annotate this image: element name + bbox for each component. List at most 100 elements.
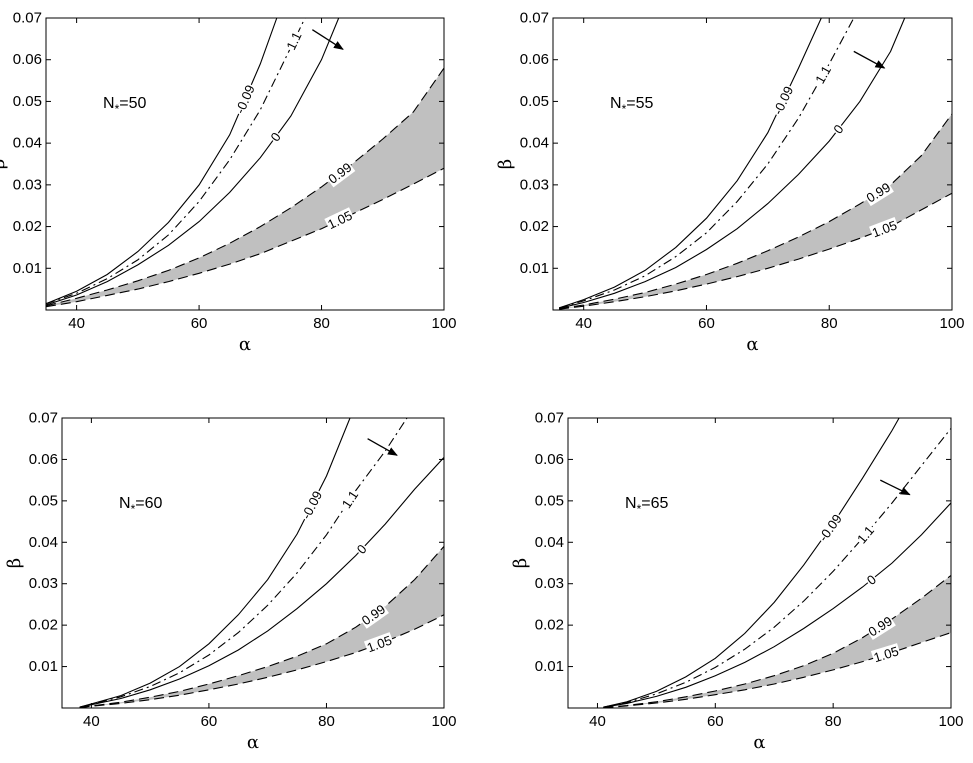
panel-annotation: N*=65 (625, 495, 668, 516)
y-tick-label: 0.02 (13, 218, 42, 235)
curve-1p05 (46, 167, 444, 308)
annotation-subscript: * (622, 102, 627, 116)
plot-area (46, 18, 444, 308)
contour-label: 1.1 (283, 29, 304, 52)
shaded-region (79, 546, 444, 708)
y-tick-label: 0.06 (13, 51, 42, 68)
direction-arrow (853, 50, 886, 69)
shaded-region (46, 68, 444, 307)
curve-neg0p09 (46, 18, 278, 305)
contour-label: 1.1 (854, 523, 877, 546)
panel-annotation: N*=50 (103, 95, 146, 116)
contour-label: -0.09 (770, 84, 796, 117)
y-axis-label: β (495, 159, 516, 169)
axes-frame (61, 417, 445, 709)
y-tick-label: 0.07 (13, 10, 42, 27)
y-tick-label: 0.03 (535, 575, 564, 592)
curve-neg0p09 (603, 418, 900, 708)
annotation-symbol: N (119, 495, 131, 512)
y-tick-label: 0.05 (29, 492, 58, 509)
y-tick-label: 0.03 (520, 176, 549, 193)
contour-label: 1.1 (812, 63, 834, 86)
x-tick-label: 40 (83, 713, 100, 730)
annotation-subscript: * (637, 502, 642, 516)
curve-0p99 (603, 574, 951, 708)
axes-frame (567, 417, 952, 709)
panel-annotation: N*=55 (610, 95, 653, 116)
x-tick-label: 40 (68, 315, 85, 332)
y-tick-label: 0.05 (535, 492, 564, 509)
y-tick-label: 0.06 (29, 451, 58, 468)
curve-1p1 (79, 418, 408, 708)
x-tick-label: 40 (575, 315, 592, 332)
y-axis-label: β (0, 159, 9, 169)
shaded-region (559, 113, 952, 310)
axes-frame (552, 17, 953, 311)
y-tick-label: 0.04 (29, 534, 58, 551)
x-tick-label: 80 (821, 315, 838, 332)
x-tick-label: 60 (707, 713, 724, 730)
y-tick-label: 0.01 (520, 260, 549, 277)
plot-area (558, 18, 952, 310)
annotation-symbol: N (610, 95, 622, 112)
x-axis-label: α (753, 732, 765, 753)
y-tick-label: 0.01 (13, 260, 42, 277)
annotation-value: =55 (626, 95, 653, 112)
direction-arrow (312, 29, 344, 50)
y-tick-label: 0.07 (535, 410, 564, 427)
y-tick-label: 0.02 (520, 218, 549, 235)
x-tick-label: 40 (589, 713, 606, 730)
y-tick-label: 0.04 (520, 135, 549, 152)
contour-label: -0.09 (298, 488, 325, 521)
x-tick-label: 60 (698, 315, 715, 332)
direction-arrow (367, 438, 398, 456)
panel-annotation: N*=60 (119, 495, 162, 516)
contour-label: 1.1 (339, 488, 361, 511)
y-tick-label: 0.04 (535, 534, 564, 551)
x-tick-label: 100 (938, 713, 963, 730)
curve-0p99 (46, 67, 444, 307)
x-tick-label: 100 (431, 315, 456, 332)
y-tick-label: 0.05 (520, 93, 549, 110)
annotation-symbol: N (103, 95, 115, 112)
y-tick-label: 0.01 (29, 658, 58, 675)
x-axis-label: α (239, 334, 251, 355)
y-tick-label: 0.05 (13, 93, 42, 110)
annotation-value: =50 (119, 95, 146, 112)
y-tick-label: 0.03 (13, 176, 42, 193)
y-tick-label: 0.02 (29, 617, 58, 634)
x-tick-label: 100 (939, 315, 964, 332)
curve-1p1 (46, 18, 306, 305)
x-tick-label: 60 (201, 713, 218, 730)
annotation-subscript: * (115, 102, 120, 116)
direction-arrow (880, 479, 911, 496)
annotation-value: =60 (135, 495, 162, 512)
curve-0 (79, 457, 444, 708)
x-tick-label: 80 (313, 315, 330, 332)
x-tick-label: 100 (431, 713, 456, 730)
annotation-symbol: N (625, 495, 637, 512)
contour-label: 1.05 (872, 643, 901, 665)
curve-0 (603, 502, 951, 708)
plot-area (603, 418, 951, 708)
shaded-region (603, 575, 951, 708)
y-tick-label: 0.06 (520, 51, 549, 68)
x-axis-label: α (247, 732, 259, 753)
y-tick-label: 0.02 (535, 617, 564, 634)
y-tick-label: 0.06 (535, 451, 564, 468)
curve-0 (558, 18, 906, 309)
y-tick-label: 0.03 (29, 575, 58, 592)
annotation-value: =65 (641, 495, 668, 512)
y-tick-label: 0.01 (535, 658, 564, 675)
y-axis-label: β (510, 558, 531, 568)
x-axis-label: α (746, 334, 758, 355)
curve-1p1 (603, 428, 951, 708)
x-tick-label: 80 (318, 713, 335, 730)
annotation-subscript: * (131, 502, 136, 516)
plot-area (79, 418, 444, 708)
